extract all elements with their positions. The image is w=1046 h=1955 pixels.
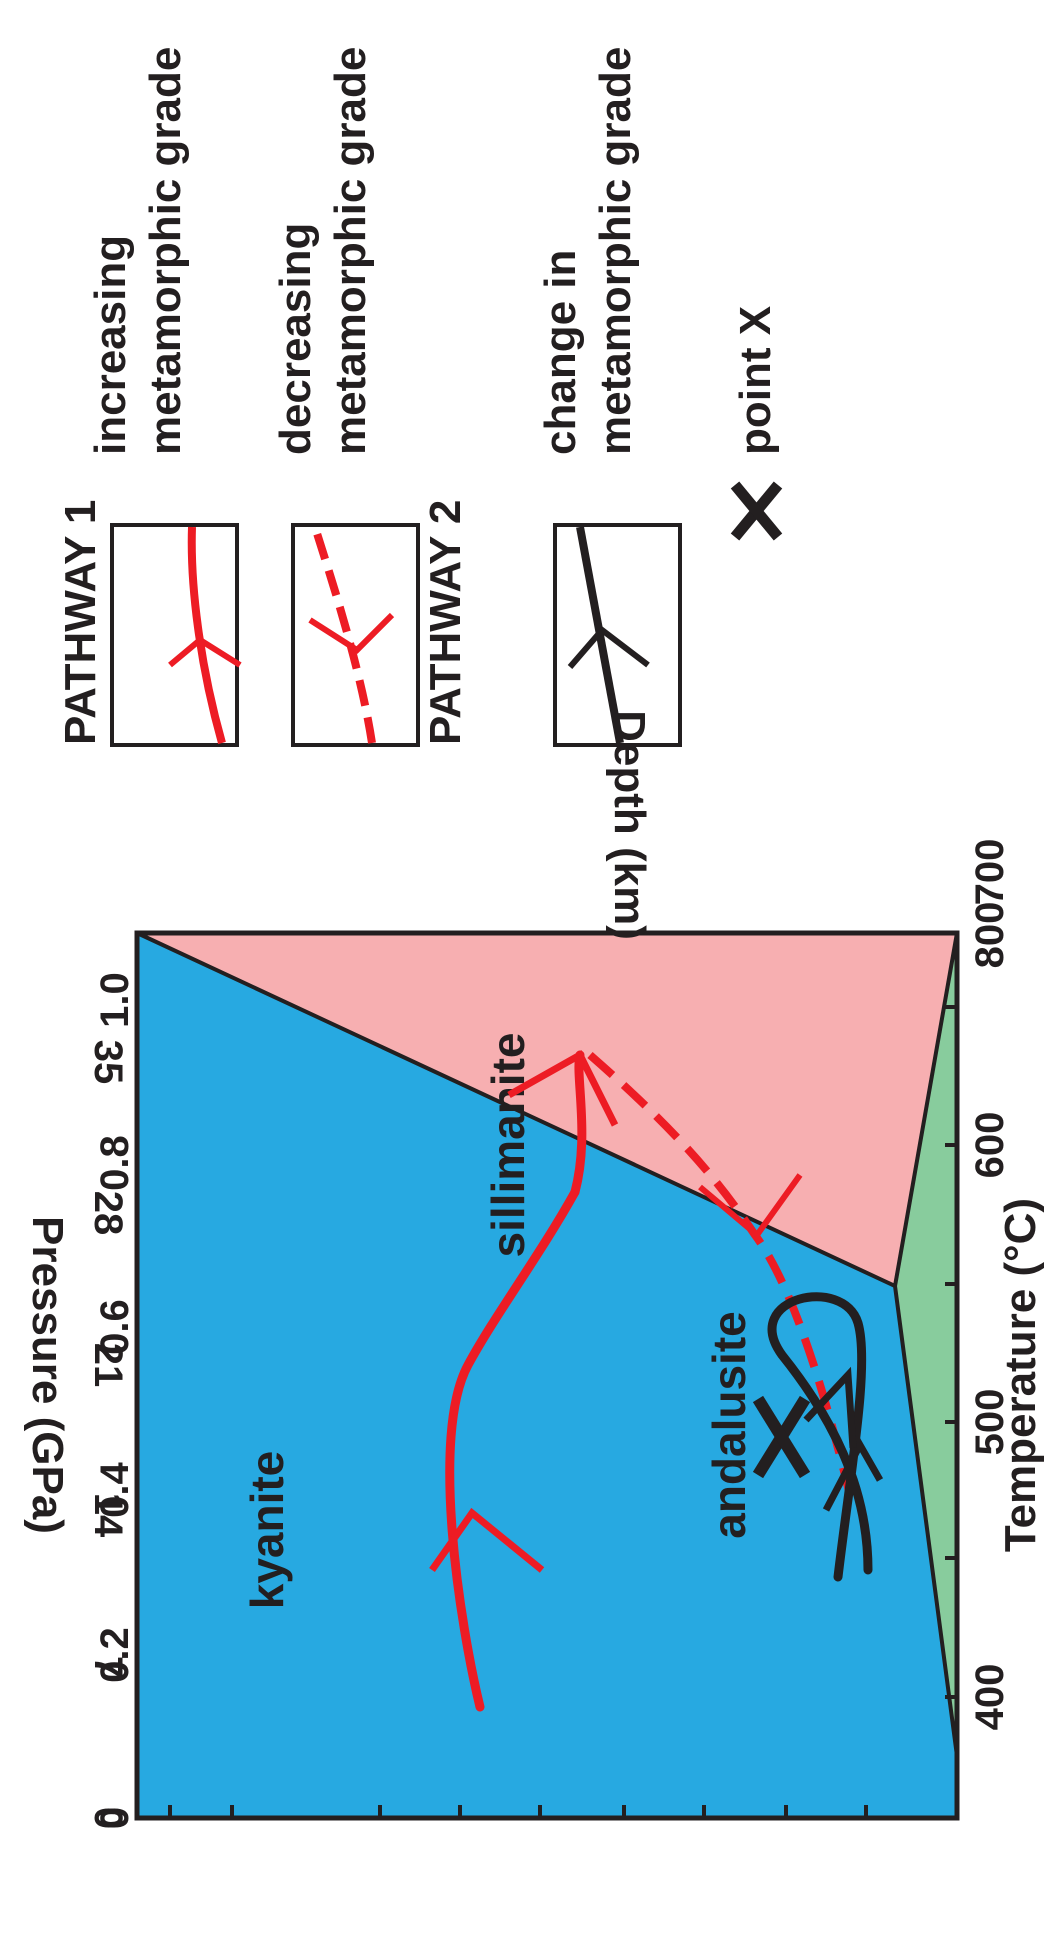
legend-increasing-line1: increasing: [86, 235, 135, 455]
phase-boundary-andalusite-sillimanite: [893, 932, 959, 1287]
point-x-marker: [752, 1395, 811, 1479]
pressure-tick-label: 1.0: [93, 972, 137, 1028]
temperature-axis-title: Temperature (°C): [996, 1198, 1045, 1552]
temperature-tick-label: 700: [968, 839, 1012, 906]
depth-tick-label: 14: [86, 1493, 130, 1538]
depth-tick-label: 7: [86, 1656, 130, 1678]
temperature-axis: 400 500 600 700 800 Temperature (°C): [945, 839, 1045, 1731]
depth-axis: 0 7 14 21 28 35: [86, 1040, 130, 1829]
plot-frame: [134, 930, 960, 1821]
andalusite-region: [895, 933, 957, 1756]
legend-decreasing-line1: decreasing: [271, 223, 320, 455]
pressure-tick-label: 0.6: [93, 1299, 137, 1355]
legend-point-x-label: point X: [731, 306, 780, 455]
depth-tick-label: 21: [86, 1343, 130, 1388]
pressure-tick-label: 0.4: [93, 1461, 137, 1517]
temperature-tick-label: 500: [968, 1389, 1012, 1456]
depth-tick-label: 0: [86, 1807, 130, 1829]
pressure-axis-title: Pressure (GPa): [23, 1216, 72, 1534]
pressure-tick-label: 0: [93, 1807, 137, 1829]
temperature-tick-label: 400: [968, 1664, 1012, 1731]
andalusite-label: andalusite: [703, 1311, 755, 1539]
legend-box-increasing: [110, 523, 239, 747]
pathway-1-decreasing: [587, 1051, 854, 1496]
pathway-1-increasing: [429, 1050, 619, 1712]
plot-area: kyanite sillimanite andalusite: [134, 930, 960, 1821]
depth-tick-label: 28: [86, 1191, 130, 1236]
kyanite-label: kyanite: [241, 1451, 293, 1610]
pathway-2-arrowhead-1: [822, 1437, 884, 1512]
legend-change-line2: metamorphic grade: [591, 47, 640, 455]
pressure-tick-label: 0.8: [93, 1135, 137, 1191]
legend-box-change: [553, 523, 682, 747]
pathway-2-arrowhead-2: [803, 1366, 857, 1449]
legend-decreasing-line2: metamorphic grade: [326, 47, 375, 455]
temperature-tick-label: 600: [968, 1112, 1012, 1179]
legend-box-decreasing: [291, 523, 420, 747]
legend: PATHWAY 1 increasing metamorphic grade d…: [56, 47, 783, 747]
legend-change-line1: change in: [536, 250, 585, 455]
pressure-tick-label: 0.2: [93, 1627, 137, 1683]
pressure-axis: 0 0.2 0.4 0.6 0.8 1.0: [93, 972, 868, 1829]
sillimanite-region: [137, 933, 957, 1286]
temperature-tick-label: 800: [968, 902, 1012, 969]
pathway-2: [767, 1292, 884, 1582]
sillimanite-label: sillimanite: [482, 1033, 534, 1258]
depth-tick-label: 35: [86, 1040, 130, 1085]
legend-increasing-line2: metamorphic grade: [141, 47, 190, 455]
pathway-1-arrowhead-decreasing: [698, 1173, 803, 1240]
depth-axis-title: Depth (km): [605, 710, 654, 940]
pathway-1-arrowhead-lower: [429, 1507, 545, 1573]
kyanite-region: [137, 933, 957, 1818]
legend-point-x-icon: [730, 481, 783, 541]
pathway-1-title: PATHWAY 1: [56, 500, 105, 745]
pathway-2-title: PATHWAY 2: [421, 500, 470, 745]
